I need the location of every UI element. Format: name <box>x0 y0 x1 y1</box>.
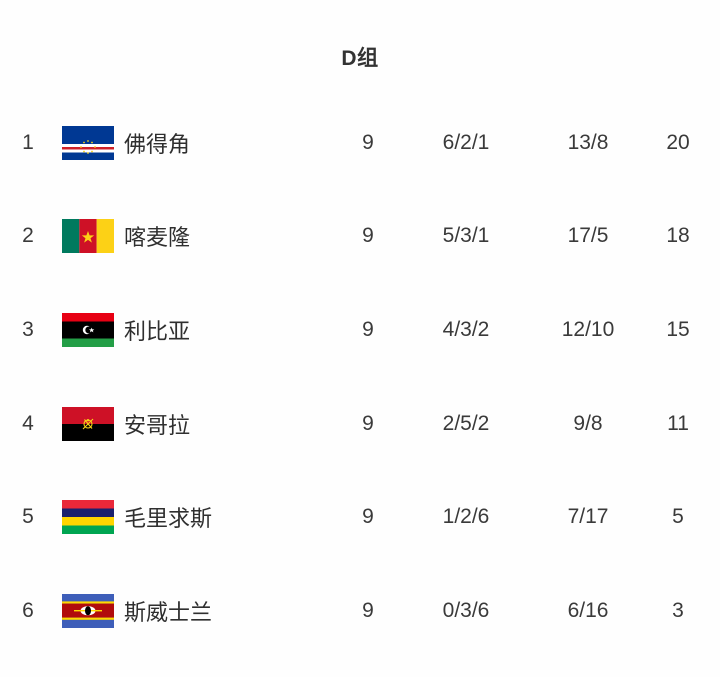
row-points: 18 <box>666 224 690 248</box>
row-win-draw-loss: 0/3/6 <box>442 598 490 622</box>
row-win-draw-loss: 4/3/2 <box>442 317 490 341</box>
row-rank: 6 <box>22 598 34 622</box>
row-team-name: 毛里求斯 <box>124 506 213 532</box>
row-goals: 7/17 <box>567 505 609 529</box>
row-rank: 2 <box>22 224 34 248</box>
row-team-name: 佛得角 <box>124 131 191 157</box>
row-goals: 17/5 <box>567 224 609 248</box>
table-row[interactable]: 5 毛里求斯 9 1/2/6 7/17 5 <box>0 470 720 564</box>
row-win-draw-loss: 5/3/1 <box>442 224 490 248</box>
row-rank: 5 <box>22 505 34 529</box>
mauritius-flag <box>62 500 114 535</box>
table-row[interactable]: 4 安哥拉 9 2/5/2 <box>0 377 720 471</box>
row-rank: 4 <box>22 411 34 435</box>
row-win-draw-loss: 2/5/2 <box>442 411 490 435</box>
row-rank: 1 <box>22 130 34 154</box>
row-points: 5 <box>672 505 684 529</box>
row-team-name: 安哥拉 <box>124 412 191 438</box>
table-row[interactable]: 3 利比亚 9 4/3/2 <box>0 283 720 377</box>
libya-flag <box>62 312 114 347</box>
row-points: 15 <box>666 317 690 341</box>
row-win-draw-loss: 6/2/1 <box>442 130 490 154</box>
angola-flag <box>62 406 114 441</box>
row-rank: 3 <box>22 317 34 341</box>
table-row[interactable]: 6 斯威士兰 9 0/3/6 6/1 <box>0 564 720 658</box>
row-played: 9 <box>362 598 374 622</box>
page-title: D组 <box>341 47 379 70</box>
row-points: 20 <box>666 130 690 154</box>
table-row[interactable]: 2 喀麦隆 9 5/3/1 17/5 18 <box>0 190 720 284</box>
standings-rows: 1 <box>0 96 720 658</box>
row-goals: 6/16 <box>567 598 609 622</box>
row-team-name: 斯威士兰 <box>124 599 213 625</box>
row-played: 9 <box>362 505 374 529</box>
row-points: 11 <box>667 411 689 435</box>
row-points: 3 <box>672 598 684 622</box>
cape-verde-flag <box>62 125 114 160</box>
row-win-draw-loss: 1/2/6 <box>442 505 490 529</box>
row-team-name: 利比亚 <box>124 318 191 344</box>
eswatini-flag <box>62 593 114 628</box>
row-played: 9 <box>362 411 374 435</box>
table-row[interactable]: 1 <box>0 96 720 190</box>
row-goals: 9/8 <box>573 411 603 435</box>
row-played: 9 <box>362 224 374 248</box>
cameroon-flag <box>62 219 114 254</box>
row-played: 9 <box>362 317 374 341</box>
row-played: 9 <box>362 130 374 154</box>
row-goals: 12/10 <box>561 317 615 341</box>
row-goals: 13/8 <box>567 130 609 154</box>
row-team-name: 喀麦隆 <box>124 225 191 251</box>
